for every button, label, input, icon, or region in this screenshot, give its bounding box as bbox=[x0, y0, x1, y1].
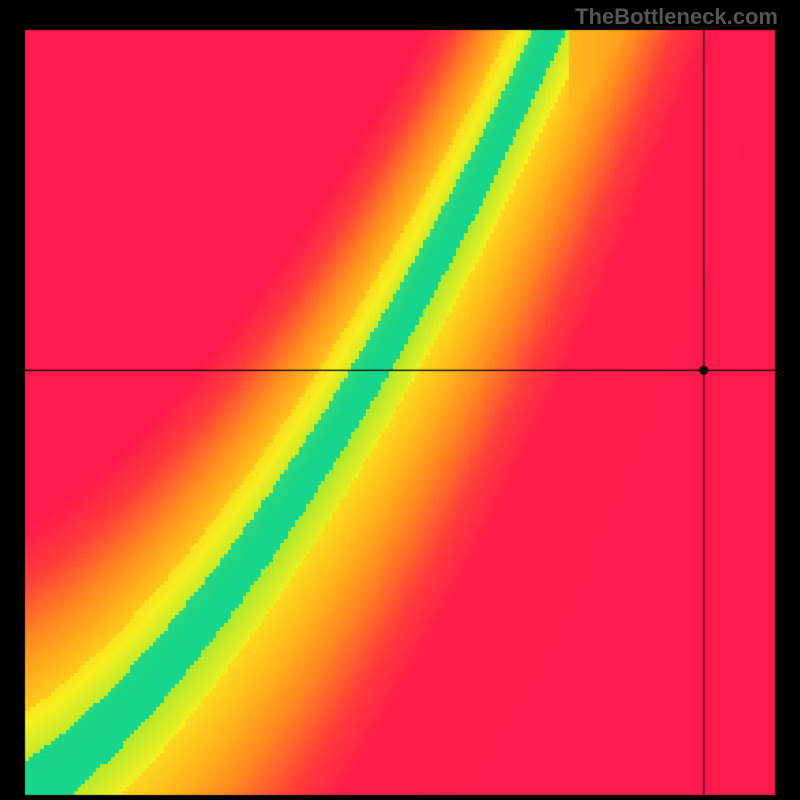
watermark-text: TheBottleneck.com bbox=[575, 4, 778, 30]
chart-container: TheBottleneck.com bbox=[0, 0, 800, 800]
heatmap-canvas bbox=[0, 0, 800, 800]
